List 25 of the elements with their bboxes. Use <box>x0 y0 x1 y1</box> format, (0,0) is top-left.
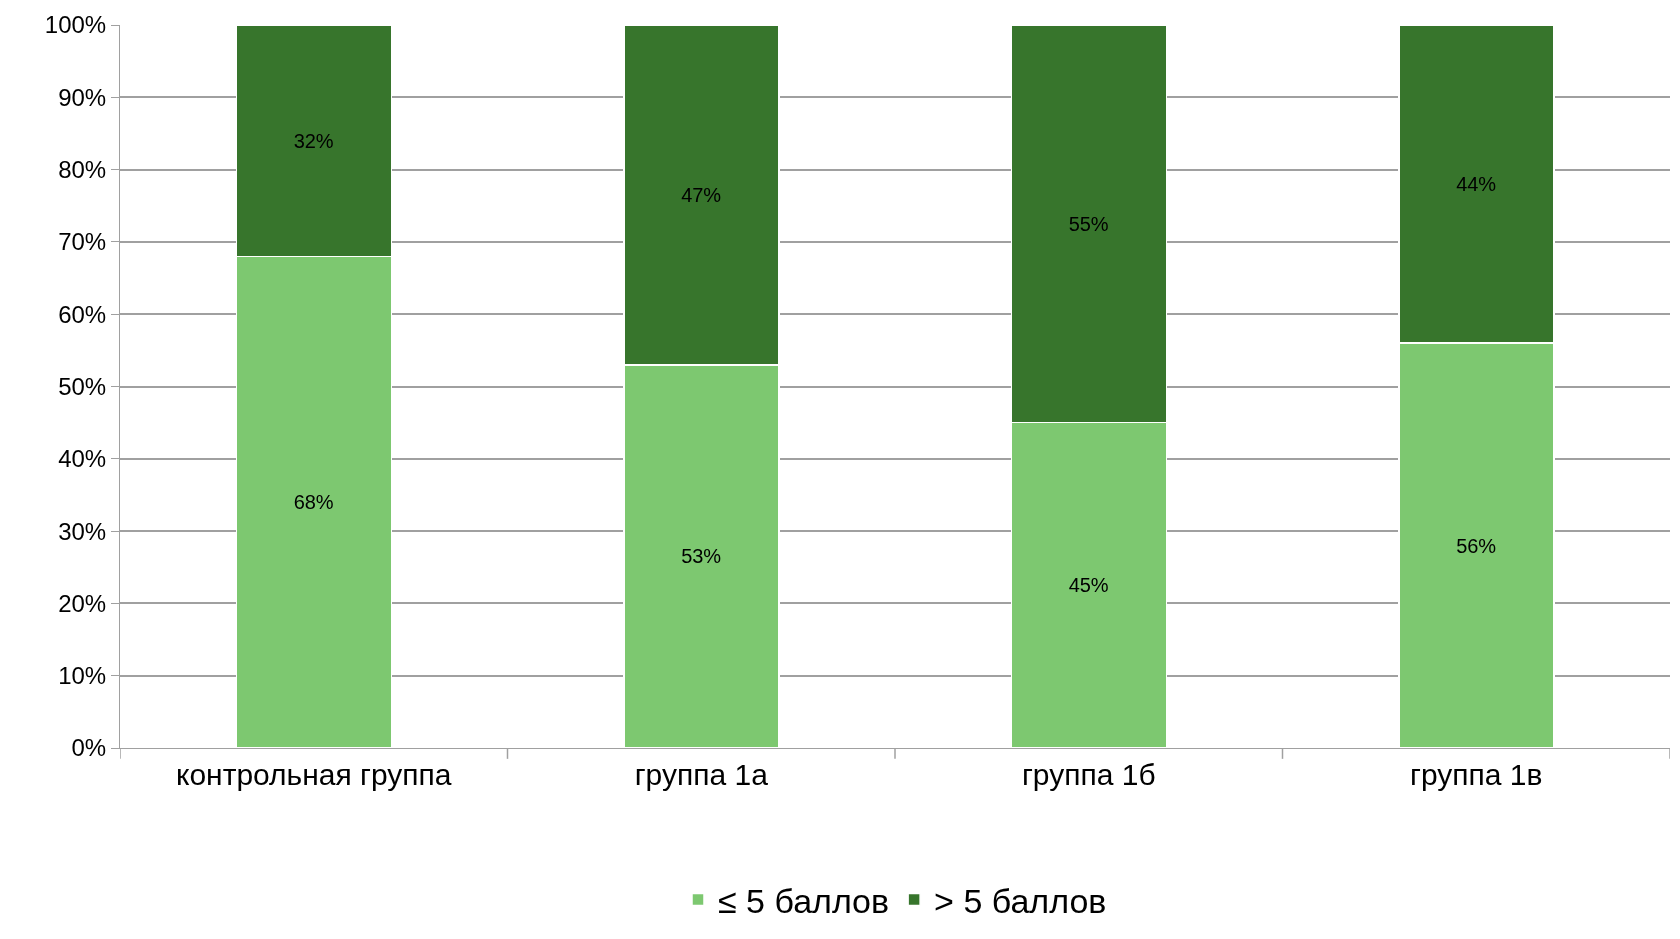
y-tick-label: 10% <box>58 662 107 690</box>
legend-label: ≤ 5 баллов <box>718 881 890 920</box>
x-tick-label: группа 1а <box>634 758 769 791</box>
text: 56% <box>1456 534 1497 557</box>
text: 47% <box>681 183 722 206</box>
y-tick-label: 30% <box>58 517 107 545</box>
y-tick-label: 40% <box>58 445 107 473</box>
y-tick-label: 70% <box>58 228 107 256</box>
x-tick-label: группа 1б <box>1021 758 1156 791</box>
y-tick-label: 100% <box>44 11 107 39</box>
text: 44% <box>1456 173 1497 196</box>
legend-label: > 5 баллов <box>934 881 1107 920</box>
y-tick-label: 20% <box>58 589 107 617</box>
x-tick-label: группа 1в <box>1410 758 1543 791</box>
y-tick-label: 80% <box>58 156 107 183</box>
text: 68% <box>293 491 334 514</box>
x-tick-label: контрольная группа <box>175 758 452 791</box>
y-tick-label: 0% <box>71 734 107 762</box>
text: 32% <box>293 129 334 152</box>
text: 45% <box>1068 574 1109 597</box>
y-tick-label: 50% <box>58 372 107 400</box>
y-tick-label: 60% <box>58 300 107 328</box>
text: 55% <box>1068 212 1109 235</box>
y-tick-label: 90% <box>58 83 107 111</box>
text: 53% <box>681 545 722 568</box>
